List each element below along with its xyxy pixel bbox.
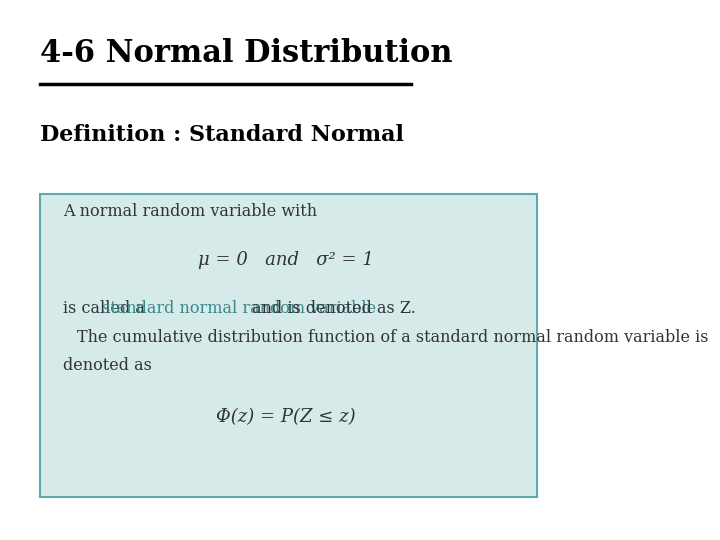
Text: standard normal random variable: standard normal random variable xyxy=(102,300,376,316)
Text: 4-6 Normal Distribution: 4-6 Normal Distribution xyxy=(40,38,453,69)
Text: and is denoted as Z.: and is denoted as Z. xyxy=(247,300,416,316)
Text: The cumulative distribution function of a standard normal random variable is: The cumulative distribution function of … xyxy=(77,329,708,346)
Text: Definition : Standard Normal: Definition : Standard Normal xyxy=(40,124,404,146)
FancyBboxPatch shape xyxy=(40,194,537,497)
Text: Φ(z) = P(Z ≤ z): Φ(z) = P(Z ≤ z) xyxy=(216,408,356,426)
Text: denoted as: denoted as xyxy=(63,357,152,374)
Text: is called a: is called a xyxy=(63,300,150,316)
Text: μ = 0   and   σ² = 1: μ = 0 and σ² = 1 xyxy=(198,251,374,269)
Text: A normal random variable with: A normal random variable with xyxy=(63,202,317,219)
